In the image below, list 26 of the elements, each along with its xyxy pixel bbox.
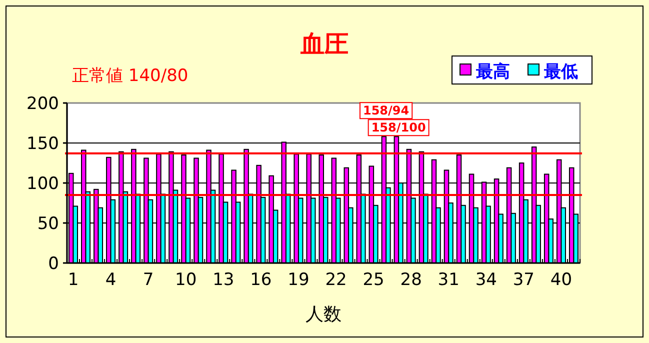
x-tick-label: 25 (362, 270, 384, 290)
y-tick-label: 0 (48, 254, 59, 274)
x-tick-label: 19 (288, 270, 310, 290)
y-tick-label: 50 (37, 214, 59, 234)
y-tick-label: 200 (26, 94, 59, 114)
y-tick-label: 100 (26, 174, 59, 194)
x-tick-label: 34 (475, 270, 497, 290)
x-tick-label: 28 (400, 270, 422, 290)
legend-label: 最低 (543, 62, 578, 82)
x-tick-label: 37 (512, 270, 535, 290)
x-tick-label: 16 (250, 270, 272, 290)
x-tick-label: 1 (68, 270, 79, 290)
y-tick-label: 150 (26, 134, 59, 154)
x-tick-label: 10 (175, 270, 197, 290)
chart-title: 血圧 (300, 30, 348, 58)
x-tick-label: 22 (325, 270, 347, 290)
x-tick-label: 13 (212, 270, 234, 290)
chart-subtitle: 正常値 140/80 (72, 66, 188, 86)
x-tick-label: 4 (105, 270, 116, 290)
legend-label: 最高 (475, 62, 510, 82)
x-tick-label: 7 (142, 270, 154, 290)
data-label: 158/100 (371, 120, 426, 135)
data-label: 158/94 (362, 104, 410, 118)
x-tick-label: 40 (550, 270, 572, 290)
x-axis-title: 人数 (306, 304, 342, 325)
x-tick-label: 31 (438, 270, 460, 290)
